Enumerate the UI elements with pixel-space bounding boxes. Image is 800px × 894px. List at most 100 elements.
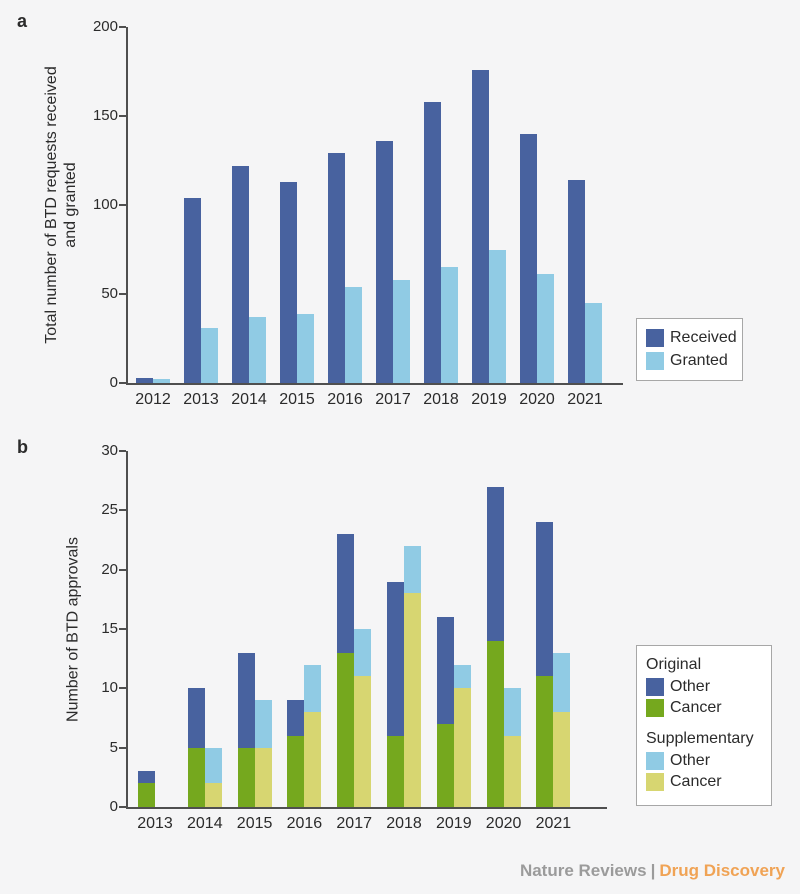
bar-a-2018-granted (441, 267, 458, 383)
bar-a-2019-received (472, 69, 489, 383)
y-tick-label-a-0: 0 (109, 374, 118, 391)
bar-a-2012-granted (153, 379, 170, 383)
x-label-b-2018: 2018 (386, 815, 422, 832)
bar-a-2013-granted (201, 327, 218, 383)
legend-row-supplementary-cancer: Cancer (646, 773, 771, 791)
chart-b-legend: Original Other Cancer Supplementary Othe… (636, 645, 772, 806)
bar-b-2021-supplementary-cancer (553, 712, 571, 807)
bar-a-2016-granted (345, 286, 362, 383)
y-tick-a-100 (119, 204, 126, 206)
bar-b-2015-supplementary-other (254, 700, 272, 748)
bar-b-2014-original-cancer (187, 747, 205, 807)
supplementary-cancer-label: Cancer (670, 773, 722, 790)
legend-section-supplementary: Supplementary Other Cancer (646, 730, 771, 791)
supplementary-cancer-swatch (646, 773, 664, 791)
bar-a-2020-granted (537, 274, 554, 383)
bar-a-2014-received (232, 165, 249, 383)
bar-b-2017-supplementary-cancer (354, 676, 372, 807)
legend-row-supplementary-other: Other (646, 752, 771, 770)
legend-section-original: Original Other Cancer (646, 656, 771, 717)
y-tick-label-b-30: 30 (101, 442, 118, 459)
y-tick-label-b-0: 0 (109, 798, 118, 815)
bar-a-2017-granted (393, 279, 410, 383)
original-cancer-swatch (646, 699, 664, 717)
bar-b-2019-supplementary-other (453, 664, 471, 689)
chart-a-legend: Received Granted (636, 318, 743, 381)
bar-a-2017-received (376, 140, 393, 383)
y-tick-b-25 (119, 509, 126, 512)
footer-separator: | (650, 861, 656, 880)
bar-a-2019-granted (489, 249, 506, 383)
y-tick-a-50 (119, 293, 126, 295)
bar-b-2018-original-other (387, 581, 404, 736)
supplementary-other-swatch (646, 752, 664, 770)
y-axis-b (126, 451, 128, 807)
y-tick-label-a-50: 50 (101, 285, 118, 302)
bar-a-2014-granted (249, 317, 266, 383)
x-label-b-2016: 2016 (286, 815, 323, 832)
y-tick-b-15 (119, 628, 126, 630)
x-label-a-2012: 2012 (135, 391, 171, 408)
x-label-a-2014: 2014 (231, 391, 267, 408)
panel-a-label: a (17, 11, 28, 31)
bar-b-2020-original-cancer (486, 640, 504, 807)
y-tick-b-0 (119, 806, 126, 808)
legend-row-original-cancer: Cancer (646, 699, 771, 717)
bar-b-2016-supplementary-other (304, 664, 322, 713)
original-cancer-label: Cancer (670, 699, 722, 716)
bar-b-2013-original-cancer (138, 783, 155, 807)
bar-b-2021-original-cancer (536, 676, 554, 807)
bar-a-2016-received (328, 153, 345, 383)
bar-b-2020-supplementary-other (503, 688, 521, 736)
x-label-a-2015: 2015 (279, 391, 315, 408)
x-label-a-2013: 2013 (183, 391, 219, 408)
y-tick-a-150 (119, 115, 126, 117)
bar-b-2013-original-other (138, 771, 155, 784)
bar-a-2018-received (424, 101, 441, 383)
bar-b-2016-supplementary-cancer (304, 712, 322, 807)
supplementary-other-label: Other (670, 752, 711, 769)
legend-header-original: Original (646, 656, 702, 673)
bar-b-2016-original-cancer (287, 735, 305, 807)
bar-b-2018-original-cancer (387, 735, 404, 807)
y-tick-label-a-150: 150 (92, 107, 118, 124)
legend-row-received: Received (646, 329, 742, 347)
bar-b-2017-original-other (337, 534, 355, 653)
bar-b-2021-supplementary-other (553, 652, 571, 713)
bar-b-2020-original-other (486, 486, 504, 641)
x-axis-b (126, 807, 607, 809)
y-axis-a (126, 27, 128, 383)
bar-b-2015-original-cancer (237, 747, 255, 807)
x-label-b-2020: 2020 (485, 815, 522, 832)
bar-b-2019-supplementary-cancer (453, 688, 471, 807)
x-label-a-2019: 2019 (471, 391, 507, 408)
y-tick-label-b-20: 20 (101, 560, 118, 578)
bar-b-2014-original-other (187, 688, 205, 748)
x-label-b-2021: 2021 (535, 815, 572, 832)
bar-a-2015-granted (297, 313, 314, 383)
y-tick-a-200 (119, 26, 126, 28)
bar-b-2016-original-other (287, 700, 305, 736)
bar-b-2015-original-other (237, 652, 255, 748)
bar-b-2020-supplementary-cancer (503, 735, 521, 807)
bar-b-2019-original-cancer (436, 723, 454, 807)
bar-b-2015-supplementary-cancer (254, 747, 272, 807)
bar-a-2013-received (184, 197, 201, 383)
x-label-b-2013: 2013 (137, 815, 173, 832)
y-tick-label-b-10: 10 (101, 679, 118, 697)
panel-b-label: b (17, 437, 28, 457)
x-label-a-2021: 2021 (567, 391, 603, 408)
bar-b-2021-original-other (536, 522, 554, 677)
legend-row-granted: Granted (646, 352, 742, 370)
x-label-a-2017: 2017 (375, 391, 411, 408)
original-other-label: Other (670, 678, 711, 695)
original-other-swatch (646, 678, 664, 696)
journal-name: Nature Reviews (519, 861, 647, 880)
y-tick-b-5 (119, 746, 126, 749)
x-label-b-2015: 2015 (236, 815, 273, 832)
y-tick-label-a-100: 100 (92, 196, 118, 213)
bar-a-2015-received (280, 181, 297, 383)
bar-a-2021-received (568, 180, 585, 383)
